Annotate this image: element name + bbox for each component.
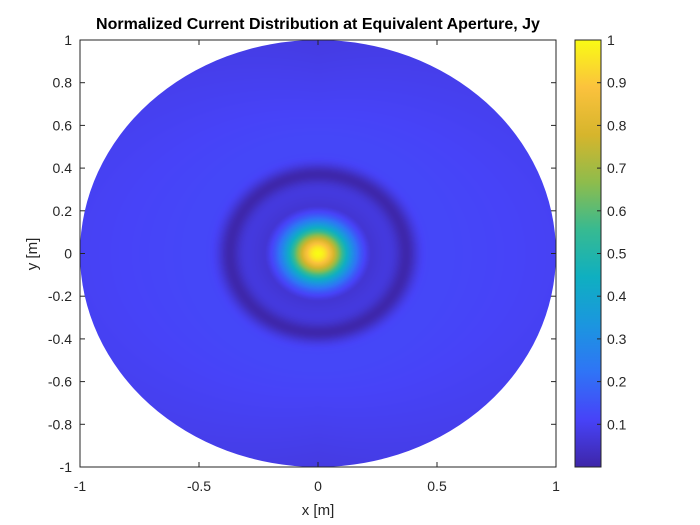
x-axis-label: x [m]: [302, 502, 335, 519]
x-tick-label: -1: [74, 478, 87, 494]
colorbar: 1 0.9 0.8 0.7 0.6 0.5 0.4 0.3 0.2 0.1: [574, 32, 627, 468]
aperture-heatmap: [80, 40, 556, 467]
x-tick-label: 1: [552, 478, 560, 494]
colorbar-tick-label: 0.8: [607, 117, 627, 133]
y-tick-label: -0.6: [48, 374, 72, 390]
colorbar-ticks: 1 0.9 0.8 0.7 0.6 0.5 0.4 0.3 0.2 0.1: [597, 32, 627, 432]
colorbar-gradient: [575, 40, 601, 467]
y-tick-label: 0.2: [53, 203, 73, 219]
x-tick-label: 0: [314, 478, 322, 494]
colorbar-tick-label: 0.7: [607, 160, 627, 176]
plot-area: [79, 39, 557, 468]
y-tick-label: -0.8: [48, 416, 72, 432]
y-tick-label: 1: [64, 32, 72, 48]
colorbar-tick-label: 0.9: [607, 75, 627, 91]
y-tick-label: -1: [60, 459, 73, 475]
y-tick-label: -0.4: [48, 331, 72, 347]
colorbar-tick-label: 0.5: [607, 246, 627, 262]
y-tick-label: 0.4: [53, 160, 73, 176]
x-tick-label: 0.5: [427, 478, 447, 494]
x-tick-label: -0.5: [187, 478, 211, 494]
y-tick-label: 0: [64, 246, 72, 262]
colorbar-tick-label: 0.3: [607, 331, 627, 347]
y-tick-label: 0.6: [53, 117, 73, 133]
y-tick-label: -0.2: [48, 288, 72, 304]
chart-title: Normalized Current Distribution at Equiv…: [96, 16, 540, 33]
colorbar-tick-label: 0.6: [607, 203, 627, 219]
y-axis-label: y [m]: [24, 238, 41, 271]
colorbar-tick-label: 0.4: [607, 288, 627, 304]
x-axis: -1 -0.5 0 0.5 1: [74, 40, 560, 494]
y-axis: 1 0.8 0.6 0.4 0.2 0 -0.2 -0.4 -0.6 -0.8 -1: [48, 32, 556, 475]
colorbar-tick-label: 0.2: [607, 374, 627, 390]
colorbar-tick-label: 1: [607, 32, 615, 48]
y-tick-label: 0.8: [53, 75, 73, 91]
colorbar-tick-label: 0.1: [607, 416, 627, 432]
